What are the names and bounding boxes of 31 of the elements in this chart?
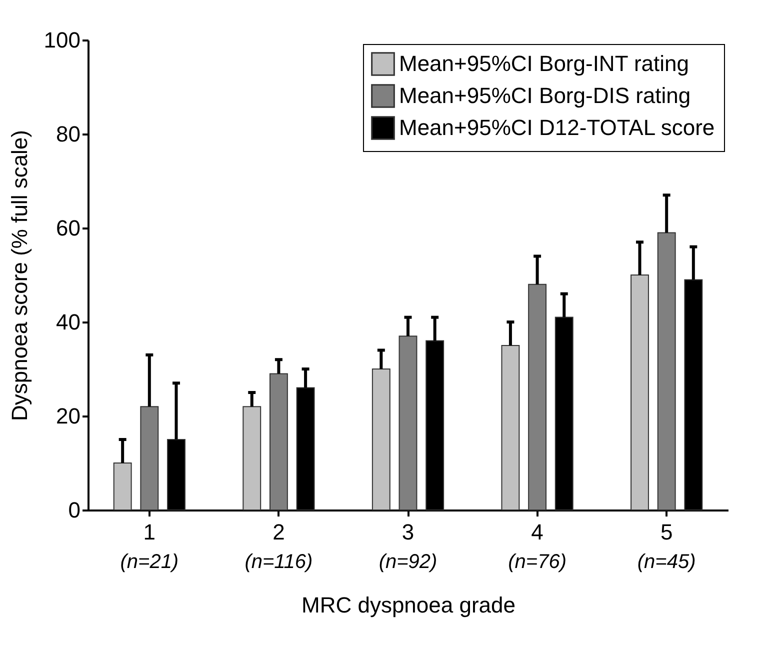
- bar: [398, 336, 418, 510]
- text: (n=76): [508, 551, 566, 573]
- bar: [657, 232, 676, 510]
- text: (n=116): [244, 551, 313, 573]
- x-tick-label: 4: [531, 520, 544, 544]
- bar: [242, 406, 262, 510]
- bar: [630, 274, 649, 510]
- bar: [269, 373, 288, 510]
- bar: [372, 368, 390, 510]
- text: (n=92): [378, 551, 438, 573]
- x-axis-title: MRC dyspnoea grade: [301, 592, 516, 618]
- bar: [501, 345, 520, 510]
- y-tick-label: 0: [68, 498, 80, 522]
- legend-label: Mean+95%CI Borg-INT rating: [399, 51, 690, 76]
- y-tick-label: 20: [56, 404, 80, 428]
- text: (n=45): [637, 551, 696, 573]
- x-tick-label: 5: [660, 520, 673, 544]
- bar: [528, 284, 547, 510]
- y-tick-label: 100: [44, 28, 80, 52]
- legend-label: Mean+95%CI D12-TOTAL score: [399, 115, 715, 140]
- legend-label: Mean+95%CI Borg-DIS rating: [399, 83, 691, 108]
- y-tick-label: 40: [56, 310, 80, 334]
- bar: [113, 462, 132, 510]
- x-tick-label: 1: [143, 520, 156, 544]
- x-tick-label: 3: [402, 520, 414, 544]
- x-tick-label: 2: [272, 520, 285, 544]
- y-tick-label: 60: [56, 216, 80, 240]
- text: (n=21): [120, 551, 179, 573]
- bar: [140, 406, 159, 510]
- y-axis-title: Dyspnoea score (% full scale): [6, 130, 32, 422]
- y-tick-label: 80: [56, 122, 80, 146]
